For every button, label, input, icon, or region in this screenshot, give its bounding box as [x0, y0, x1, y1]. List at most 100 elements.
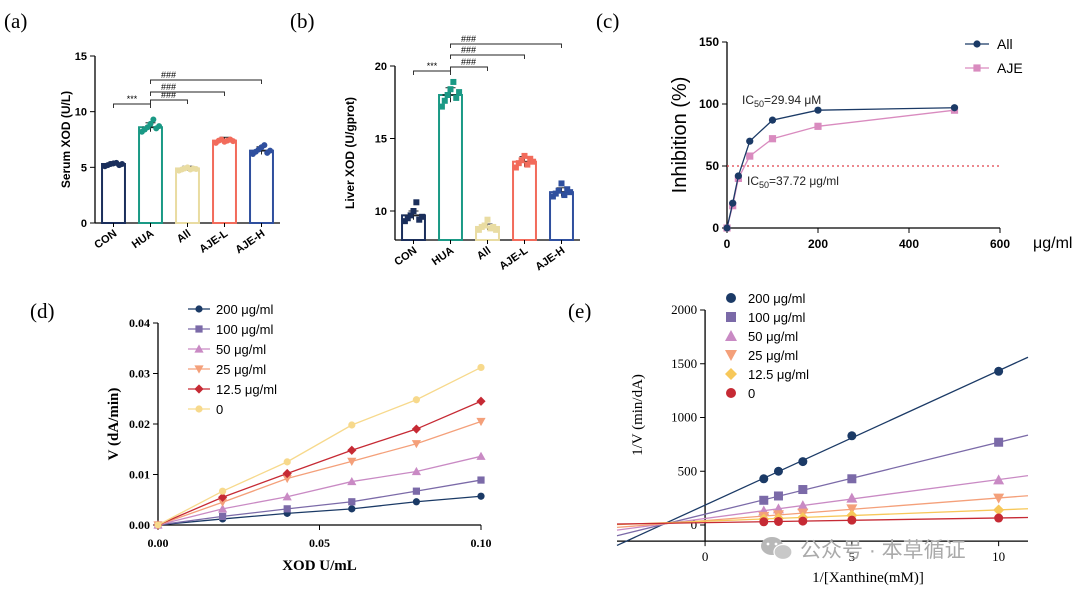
- data-point: [994, 366, 1004, 376]
- y-tick-label: 0.01: [129, 468, 150, 482]
- fit-line-2: [616, 475, 1029, 531]
- data-point: [282, 474, 292, 484]
- significance-label: ###: [161, 90, 176, 100]
- data-point: [768, 116, 777, 124]
- data-point: [814, 122, 822, 130]
- bar: [438, 94, 463, 241]
- data-point: [994, 513, 1004, 523]
- y-tick-label: 0: [81, 218, 87, 230]
- data-point: [798, 516, 808, 526]
- data-point: [407, 212, 414, 219]
- legend-marker: [725, 368, 737, 380]
- significance-bracket: [150, 79, 262, 84]
- y-tick-label: 150: [699, 35, 719, 49]
- data-point: [484, 216, 491, 223]
- y-axis-label: Inhibition (%): [669, 77, 691, 194]
- legend-label: 25 μg/ml: [748, 348, 798, 363]
- y-tick-label: 0.04: [129, 316, 150, 330]
- data-point: [119, 160, 126, 167]
- ic50-annotation-all: IC50=29.94 μM: [742, 93, 821, 109]
- data-point: [447, 86, 454, 93]
- data-point: [147, 120, 154, 127]
- data-point: [847, 431, 857, 441]
- wechat-icon: [761, 537, 793, 561]
- panel-d: (d) 0.00 0.01 0.02 0.03 0.04 0.00 0.05 0.10 XOD U…: [30, 299, 492, 574]
- fit-line-5: [616, 516, 1029, 525]
- data-point: [493, 226, 500, 233]
- bar: [101, 162, 126, 224]
- y-tick-label: 2000: [671, 302, 697, 317]
- panel-a: (a) 0 5 10 15 Serum XOD (U/L) CON HUA All AJE-L AJ…: [4, 9, 280, 256]
- significance-bracket: [150, 91, 225, 96]
- data-point: [512, 164, 519, 171]
- data-point: [419, 213, 426, 220]
- data-point: [773, 466, 783, 476]
- data-point: [846, 504, 858, 515]
- data-point: [476, 417, 486, 427]
- x-tick-label: All: [175, 228, 193, 246]
- y-axis-label: 1/V (min/dA): [630, 374, 646, 456]
- legend-marker: [194, 384, 204, 394]
- legend-label: All: [997, 36, 1013, 52]
- significance-bracket: [450, 66, 488, 71]
- data-point: [759, 517, 769, 527]
- data-point: [444, 92, 451, 98]
- data-point: [814, 106, 822, 114]
- significance-bracket: [150, 99, 188, 104]
- series-line-1: [726, 109, 955, 229]
- x-axis-label: μg/ml: [1033, 235, 1072, 252]
- data-point: [847, 515, 857, 525]
- data-point: [230, 138, 237, 145]
- significance-label: ***: [127, 94, 138, 104]
- fit-line-4: [616, 508, 1029, 526]
- legend-label: 12.5 μg/ml: [748, 367, 809, 382]
- data-point: [798, 485, 808, 495]
- significance-label: ###: [461, 45, 476, 55]
- data-point: [950, 104, 959, 112]
- y-tick-label: 0.00: [129, 518, 150, 532]
- watermark-text: 公众号 · 本草循证: [800, 539, 966, 562]
- x-axis-label: 1/[Xanthine(mM)]: [812, 570, 924, 586]
- data-point: [746, 152, 754, 160]
- legend-marker: [973, 64, 981, 72]
- y-tick-label: 0: [691, 517, 698, 532]
- data-point: [261, 142, 268, 149]
- legend-marker: [973, 40, 981, 48]
- data-point: [411, 440, 421, 449]
- data-point: [524, 161, 531, 168]
- data-point: [347, 457, 357, 466]
- data-point: [518, 157, 525, 164]
- data-point: [413, 199, 420, 206]
- significance-label: ###: [461, 57, 476, 67]
- data-point: [412, 498, 420, 506]
- legend-marker: [195, 305, 203, 313]
- y-tick-label: 10: [75, 107, 87, 119]
- legend-label: 50 μg/ml: [216, 342, 266, 357]
- data-point: [219, 487, 227, 495]
- data-point: [746, 137, 754, 145]
- data-point: [154, 521, 162, 529]
- data-point: [219, 512, 227, 521]
- data-point: [477, 476, 485, 484]
- data-point: [476, 451, 486, 460]
- data-point: [729, 199, 737, 207]
- bar: [212, 139, 237, 224]
- y-tick-label: 1500: [671, 356, 697, 371]
- x-tick-label: CON: [92, 228, 119, 252]
- data-point: [348, 421, 356, 429]
- data-point: [798, 457, 808, 467]
- x-tick-label: AJE-L: [497, 244, 530, 272]
- legend-label: 200 μg/ml: [216, 302, 273, 317]
- data-point: [267, 147, 274, 154]
- legend-marker: [194, 344, 204, 353]
- x-tick-label: 0.10: [471, 536, 492, 550]
- legend-label: 100 μg/ml: [216, 322, 273, 337]
- data-point: [797, 500, 809, 511]
- y-tick-label: 100: [699, 97, 719, 111]
- series-line-1: [157, 479, 482, 526]
- data-point: [768, 135, 777, 143]
- significance-bracket: [450, 54, 525, 59]
- legend-marker: [195, 325, 203, 333]
- panel-letter: (e): [568, 299, 591, 323]
- data-point: [993, 474, 1005, 485]
